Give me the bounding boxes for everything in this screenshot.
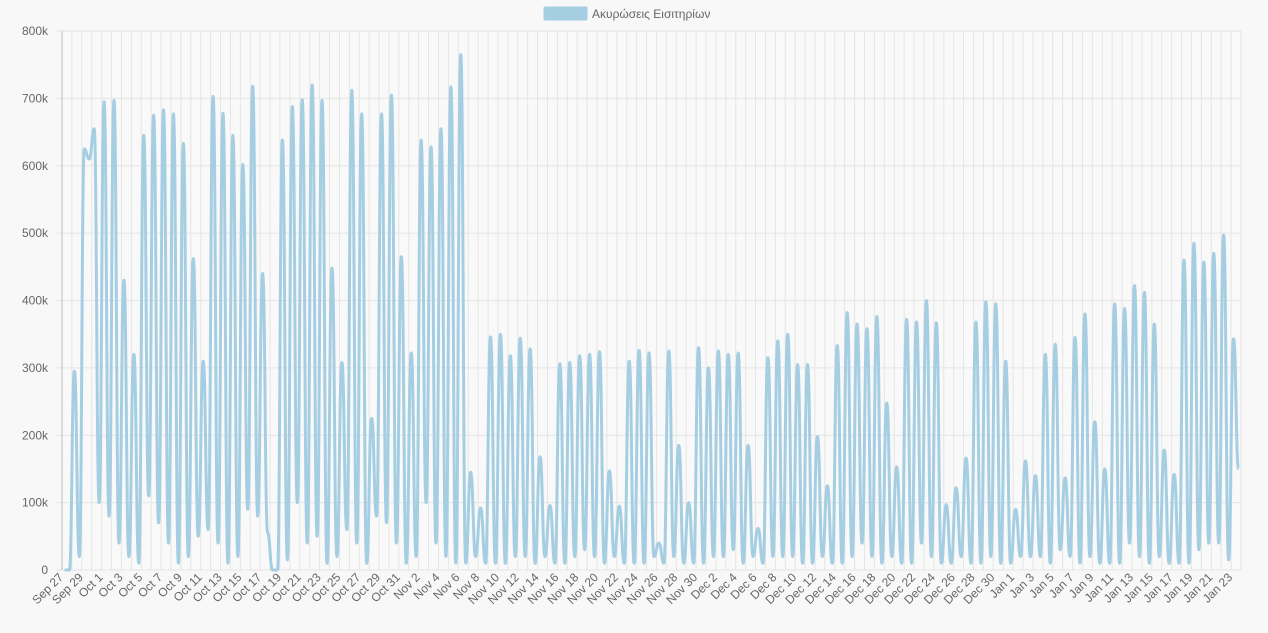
legend-label: Ακυρώσεις Εισιτηρίων	[592, 7, 710, 21]
y-tick-label: 800k	[22, 24, 49, 38]
y-tick-label: 700k	[22, 91, 49, 105]
y-tick-label: 500k	[22, 226, 49, 240]
series-layer	[64, 53, 1241, 572]
series-line[interactable]	[64, 53, 1241, 572]
legend-swatch	[543, 6, 588, 21]
y-tick-label: 300k	[22, 361, 49, 375]
legend[interactable]: Ακυρώσεις Εισιτηρίων	[543, 6, 710, 21]
y-tick-label: 600k	[22, 159, 49, 173]
y-tick-label: 0	[41, 563, 48, 577]
y-tick-label: 200k	[22, 428, 49, 442]
y-tick-label: 100k	[22, 496, 49, 510]
y-axis: 0 100k 200k 300k 400k 500k 600k 700k 800k	[22, 24, 63, 577]
y-tick-label: 400k	[22, 294, 49, 308]
